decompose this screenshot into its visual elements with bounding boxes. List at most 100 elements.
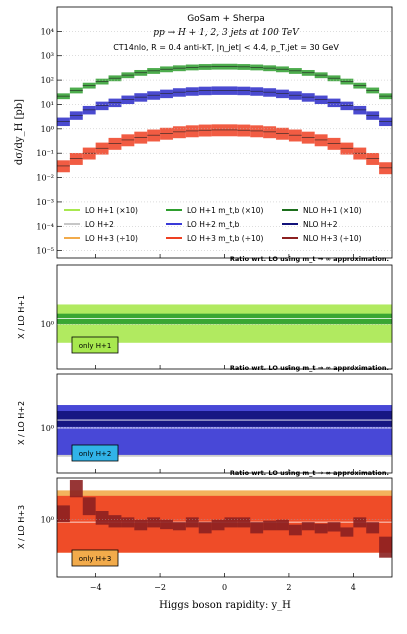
nlo-ratio-bin [314, 523, 328, 534]
main-y-tick-label: 10² [41, 76, 54, 85]
ratio-ticks-h2: 10⁰ [41, 424, 392, 473]
badge-h1-text: only H+1 [79, 342, 112, 350]
main-band-bin [211, 124, 225, 137]
x-tick-label: −4 [90, 583, 102, 592]
nlo-ratio-bin [327, 522, 341, 532]
legend-label: LO H+2 m_t,b [187, 220, 240, 229]
nlo-ratio-bin [134, 519, 148, 531]
main-y-tick-label: 10⁻¹ [36, 149, 54, 158]
x-tick-label: −2 [154, 583, 166, 592]
main-band-bin [82, 147, 96, 160]
main-y-tick-label: 10⁻³ [36, 198, 54, 207]
legend-label: LO H+3 (÷10) [85, 234, 138, 243]
main-band-bin [121, 134, 135, 147]
main-y-tick-label: 10⁻² [36, 174, 54, 183]
main-y-tick-label: 10¹ [41, 100, 54, 109]
ratio-y-tick-label: 10⁰ [41, 320, 54, 329]
main-band-bin [340, 142, 354, 155]
main-band-bin [185, 125, 199, 138]
legend-label: NLO H+3 (÷10) [303, 234, 362, 243]
nlo-ratio-bin [250, 522, 264, 534]
main-band-bin [57, 160, 70, 173]
main-band-bin [160, 89, 173, 99]
ratio-ylabel-h1: X / LO H+1 [17, 295, 26, 339]
legend-label: LO H+1 m_t,b (×10) [187, 206, 264, 215]
legend-label: LO H+1 (×10) [85, 206, 138, 215]
main-band-bin [95, 142, 109, 155]
main-band-bin [147, 129, 161, 142]
annotation-line1: GoSam + Sherpa [187, 14, 265, 24]
nlo-ratio-bin [340, 527, 354, 537]
main-band-bin [160, 127, 173, 140]
nlo-ratio-bin [211, 519, 225, 531]
ratio-band [57, 313, 392, 325]
main-band-bin [211, 86, 225, 95]
x-axis-label: Higgs boson rapidity: y_H [159, 600, 291, 611]
main-band-bin [340, 101, 354, 111]
main-y-ticks: 10⁻⁵ 10⁻⁴ 10⁻³ 10⁻² 10⁻¹ 10⁰ 10¹ 10² 10³ 10⁴ [36, 27, 392, 258]
main-band-bin [288, 91, 302, 100]
badge-h2-text: only H+2 [79, 450, 112, 458]
badge-h1 [71, 336, 119, 354]
ratio-y-tick-label: 10⁰ [41, 516, 54, 525]
nlo-ratio-bin [82, 497, 96, 516]
ratio-ticks-h1: 10⁰ [41, 320, 392, 369]
x-ticks: −4 −2 0 2 4 [90, 583, 356, 592]
main-band-bin [250, 125, 264, 138]
legend-label: NLO H+2 [303, 220, 338, 229]
main-band-bin [366, 152, 380, 165]
main-y-tick-label: 10⁰ [41, 125, 54, 134]
nlo-ratio-bin [366, 522, 380, 534]
main-ylabel: dσ/dy_H [pb] [14, 99, 25, 165]
badge-h3 [71, 549, 119, 567]
nlo-ratio-bin [301, 522, 315, 531]
main-band-bin [172, 88, 186, 97]
legend-label: NLO H+1 (×10) [303, 206, 362, 215]
ratio-ylabel-h3: X / LO H+3 [17, 505, 26, 549]
main-y-tick-label: 10⁻⁵ [36, 247, 54, 256]
nlo-ratio-bin [160, 519, 173, 530]
ratio-plot-h1 [57, 304, 392, 343]
main-band-bin [95, 101, 109, 111]
main-band-bin [366, 111, 380, 120]
nlo-ratio-bin [224, 517, 238, 528]
main-band-bin [353, 147, 367, 160]
x-tick-label: 2 [286, 583, 291, 592]
main-band-bin [57, 117, 70, 127]
main-band-bin [237, 86, 251, 96]
main-band-bin [276, 127, 289, 140]
main-band-bin [288, 129, 302, 142]
x-tick-label: 4 [351, 583, 356, 592]
ratio-band [57, 410, 392, 427]
nlo-ratio-bin [172, 522, 186, 531]
main-band-bin [314, 95, 328, 105]
main-band-bin [172, 126, 186, 139]
main-band-bin [224, 124, 238, 137]
main-band-bin [263, 88, 277, 97]
main-y-tick-label: 10⁻⁴ [36, 222, 54, 231]
ratio-header-h1: Ratio wrt. LO using m_t → ∞ approximatio… [230, 255, 389, 263]
main-band-bin [82, 105, 96, 115]
x-tick-label: 0 [222, 583, 227, 592]
legend-label: LO H+2 [85, 220, 114, 229]
main-band-bin [263, 126, 277, 139]
legend: LO H+1 (×10) LO H+2 LO H+3 (÷10) LO H+1 m_t… [64, 206, 362, 243]
nlo-ratio-bin [95, 511, 109, 525]
main-band-bin [121, 95, 135, 105]
ratio-panel-h1: Ratio wrt. LO using m_t → ∞ approximatio… [17, 255, 393, 370]
main-band-bin [185, 87, 199, 96]
nlo-ratio-bin [121, 517, 135, 528]
main-band-bin [301, 93, 315, 102]
main-y-tick-label: 10⁴ [41, 27, 54, 36]
main-band-bin [69, 111, 83, 120]
nlo-ratio-bin [108, 515, 122, 528]
ratio-panel-h3: Ratio wrt. LO using m_t → ∞ approximatio… [17, 469, 393, 611]
nlo-ratio-bin [353, 517, 367, 528]
ratio-header-h2: Ratio wrt. LO using m_t → ∞ approximatio… [230, 364, 389, 372]
ratio-plot-h3 [57, 480, 392, 558]
ratio-y-tick-label: 10⁰ [41, 424, 54, 433]
ratio-ylabel-h2: X / LO H+2 [17, 401, 26, 445]
main-band-bin [147, 91, 161, 100]
main-band-bin [198, 124, 212, 137]
main-band-bin [237, 124, 251, 137]
